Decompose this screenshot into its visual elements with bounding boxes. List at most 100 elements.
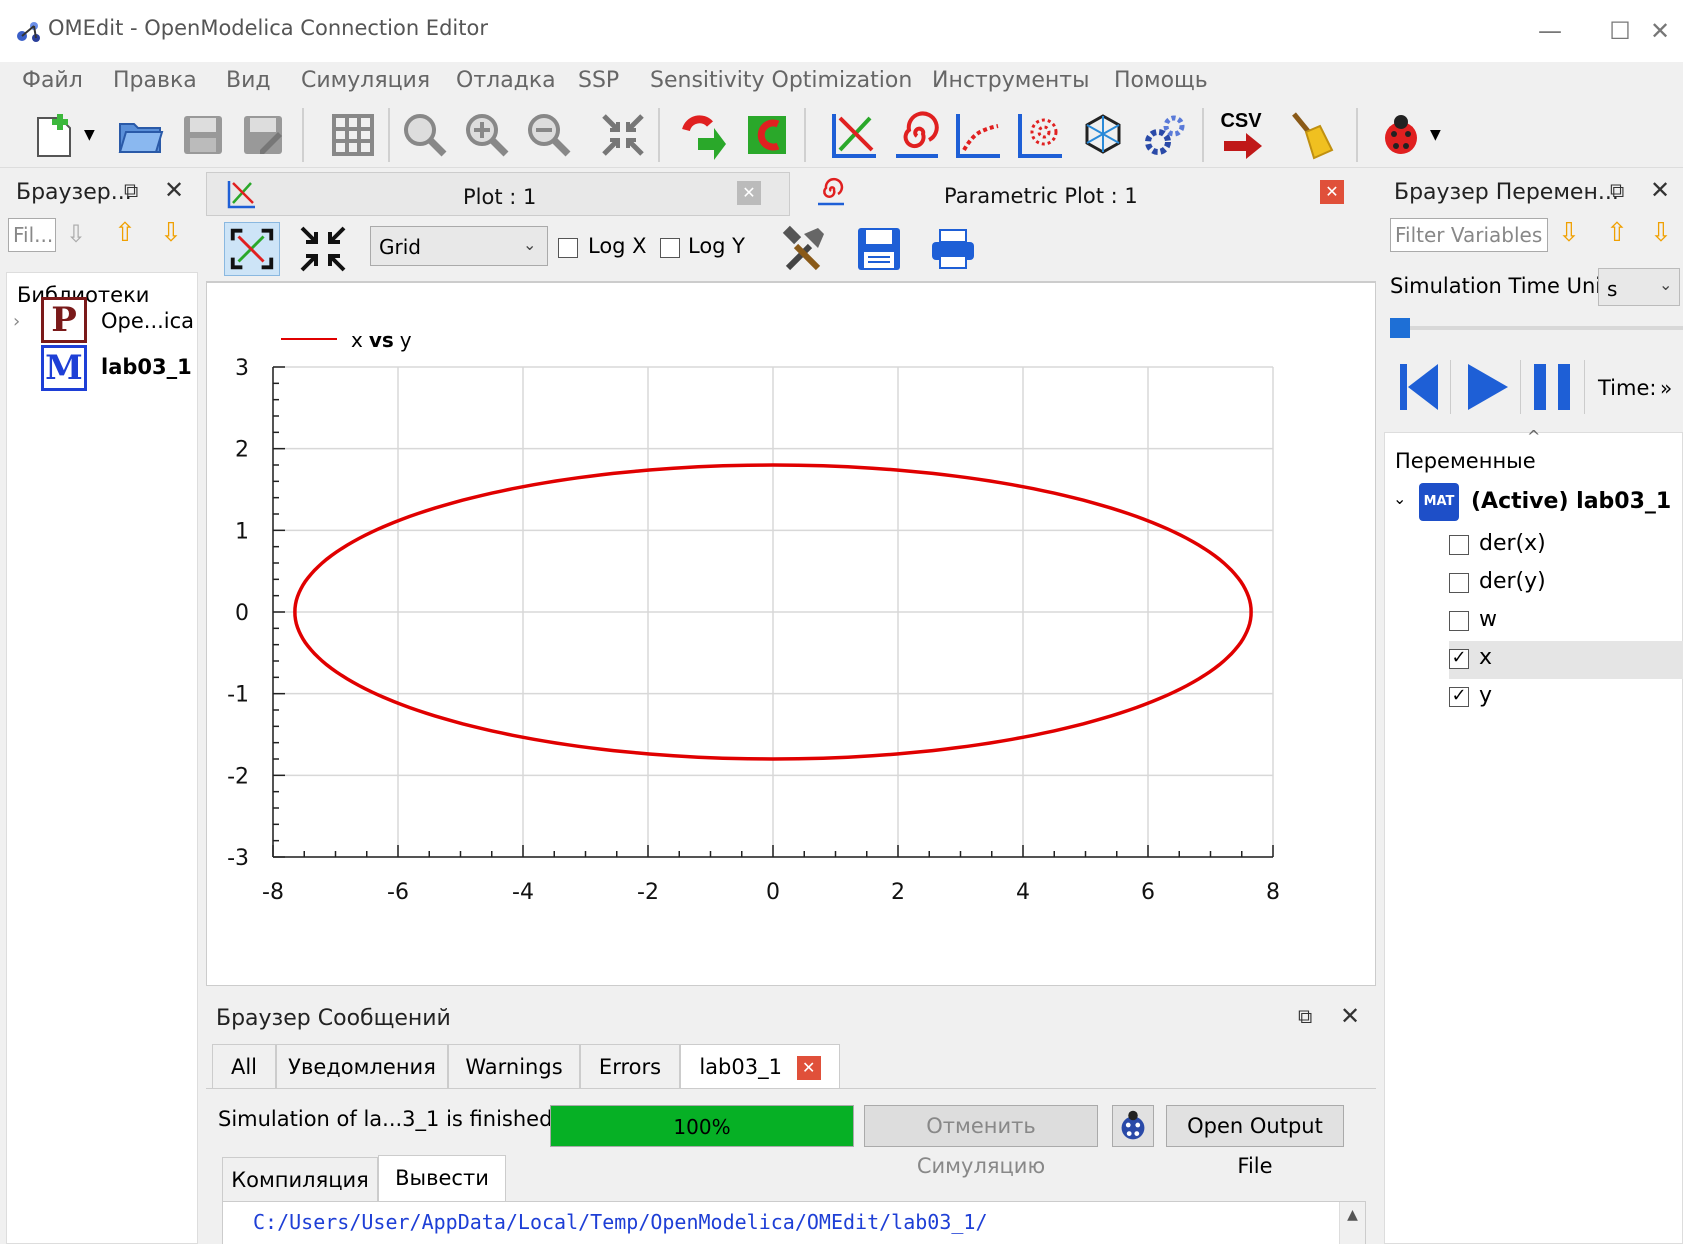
- close-window-button[interactable]: ✕: [1649, 17, 1671, 45]
- debugger-icon[interactable]: [1112, 1105, 1154, 1147]
- plot-area[interactable]: x vs y -8 -6 -4 -2 0 2 4 6 8 3 2 1 0 -1 -2 -3: [206, 282, 1376, 986]
- debugger-icon[interactable]: [1376, 110, 1426, 160]
- new-file-icon[interactable]: [30, 110, 80, 160]
- library-item-label[interactable]: lab03_1: [101, 355, 192, 379]
- sort-ascending-icon[interactable]: ⇧: [1606, 218, 1628, 248]
- rewind-icon[interactable]: [1398, 362, 1440, 412]
- parametric-plot-icon[interactable]: [892, 110, 942, 160]
- close-tab-icon[interactable]: ✕: [796, 1056, 821, 1080]
- minimize-button[interactable]: —: [1538, 17, 1562, 45]
- array-plot-icon[interactable]: [954, 110, 1004, 160]
- menu-view[interactable]: Вид: [226, 68, 271, 93]
- float-icon[interactable]: ⧉: [1610, 178, 1625, 202]
- scroll-up-icon[interactable]: ▲: [1339, 1202, 1365, 1244]
- save-icon[interactable]: [178, 110, 228, 160]
- cancel-simulation-button[interactable]: Отменить Симуляцию: [864, 1105, 1098, 1178]
- close-icon[interactable]: ✕: [1650, 176, 1671, 204]
- y-tick-label: -3: [227, 846, 249, 871]
- menu-simulation[interactable]: Симуляция: [301, 68, 431, 93]
- time-unit-select[interactable]: s ⌄: [1598, 268, 1680, 306]
- sort-icon[interactable]: ⇩: [1558, 218, 1580, 248]
- collapse-chevron-icon[interactable]: ⌄: [1393, 489, 1407, 508]
- sort-descending-icon[interactable]: ⇩: [160, 218, 182, 248]
- zoom-icon[interactable]: [400, 110, 450, 160]
- separator: [1450, 360, 1451, 414]
- pause-icon[interactable]: [1532, 362, 1574, 412]
- variables-filter-input[interactable]: Filter Variables: [1390, 218, 1548, 252]
- simulate-icon[interactable]: [680, 110, 730, 160]
- plot-icon[interactable]: [830, 110, 880, 160]
- time-slider-handle[interactable]: [1390, 318, 1410, 338]
- menu-debug[interactable]: Отладка: [456, 68, 556, 93]
- variable-checkbox-checked[interactable]: ✓: [1449, 649, 1469, 669]
- parametric-chart[interactable]: x vs y -8 -6 -4 -2 0 2 4 6 8 3 2 1 0 -1 -2 -3: [207, 283, 1375, 985]
- float-icon[interactable]: ⧉: [1298, 1004, 1313, 1028]
- float-icon[interactable]: ⧉: [124, 178, 139, 202]
- maximize-button[interactable]: ☐: [1609, 17, 1631, 45]
- active-model-label[interactable]: (Active) lab03_1: [1471, 489, 1672, 514]
- log-y-checkbox[interactable]: [660, 238, 680, 258]
- fit-icon[interactable]: [298, 224, 348, 274]
- close-icon[interactable]: ✕: [164, 176, 185, 204]
- new-file-dropdown-icon[interactable]: ▼: [84, 127, 95, 143]
- tab-all[interactable]: All: [212, 1044, 276, 1088]
- clear-icon[interactable]: [1286, 110, 1336, 160]
- time-slider-track[interactable]: [1390, 326, 1683, 330]
- tab-parametric-plot[interactable]: Parametric Plot : 1 ✕: [790, 172, 1376, 216]
- variable-checkbox[interactable]: [1449, 573, 1469, 593]
- expand-chevron-icon[interactable]: ›: [13, 311, 21, 332]
- tab-plot[interactable]: Plot : 1 ✕: [206, 172, 790, 216]
- variable-row-der-x[interactable]: der(x): [1449, 527, 1683, 565]
- sort-descending-icon[interactable]: ⇩: [1650, 218, 1672, 248]
- variable-row-y[interactable]: ✓ y: [1449, 679, 1683, 717]
- tab-errors[interactable]: Errors: [580, 1044, 680, 1088]
- menu-edit[interactable]: Правка: [113, 68, 197, 93]
- grid-icon[interactable]: [328, 110, 378, 160]
- print-icon[interactable]: [928, 224, 978, 274]
- sort-icon[interactable]: ⇩: [66, 220, 87, 248]
- library-item-label[interactable]: Ope...ica: [101, 309, 195, 333]
- close-tab-icon[interactable]: ✕: [737, 181, 761, 205]
- tab-lab03-1[interactable]: lab03_1 ✕: [680, 1044, 840, 1090]
- tab-output[interactable]: Вывести: [378, 1155, 506, 1201]
- tab-warnings[interactable]: Warnings: [448, 1044, 580, 1088]
- zoom-in-icon[interactable]: [462, 110, 512, 160]
- fit-in-view-icon[interactable]: [224, 222, 280, 276]
- variable-row-x[interactable]: ✓ x: [1449, 641, 1683, 679]
- menu-help[interactable]: Помощь: [1114, 68, 1208, 93]
- 3d-view-icon[interactable]: [1078, 110, 1128, 160]
- output-text-area[interactable]: C:/Users/User/AppData/Local/Temp/OpenMod…: [222, 1201, 1366, 1244]
- simulation-setup-icon[interactable]: [742, 110, 792, 160]
- more-icon[interactable]: »: [1660, 376, 1673, 400]
- save-plot-icon[interactable]: [854, 224, 904, 274]
- variable-checkbox-checked[interactable]: ✓: [1449, 687, 1469, 707]
- debugger-dropdown-icon[interactable]: ▼: [1430, 127, 1441, 143]
- variable-row-w[interactable]: w: [1449, 603, 1683, 641]
- menu-tools[interactable]: Инструменты: [932, 68, 1090, 93]
- tab-compilation[interactable]: Компиляция: [222, 1157, 378, 1201]
- settings-icon[interactable]: [1140, 110, 1190, 160]
- output-path-link[interactable]: C:/Users/User/AppData/Local/Temp/OpenMod…: [253, 1210, 988, 1234]
- zoom-out-icon[interactable]: [524, 110, 574, 160]
- menu-ssp[interactable]: SSP: [578, 68, 620, 93]
- menu-file[interactable]: Файл: [22, 68, 83, 93]
- log-x-checkbox[interactable]: [558, 238, 578, 258]
- open-folder-icon[interactable]: [116, 110, 166, 160]
- fit-icon[interactable]: [598, 110, 648, 160]
- menu-sensitivity[interactable]: Sensitivity Optimization: [650, 68, 913, 93]
- setup-tools-icon[interactable]: [778, 224, 828, 274]
- tab-notifications[interactable]: Уведомления: [276, 1044, 448, 1088]
- array-parametric-icon[interactable]: [1016, 110, 1066, 160]
- close-tab-icon[interactable]: ✕: [1320, 180, 1344, 204]
- play-icon[interactable]: [1466, 362, 1510, 412]
- grid-select[interactable]: Grid ⌄: [370, 226, 548, 266]
- variable-checkbox[interactable]: [1449, 611, 1469, 631]
- sort-ascending-icon[interactable]: ⇧: [114, 218, 136, 248]
- close-icon[interactable]: ✕: [1340, 1002, 1361, 1030]
- save-as-icon[interactable]: [238, 110, 288, 160]
- open-output-file-button[interactable]: Open Output File: [1166, 1105, 1344, 1178]
- variable-checkbox[interactable]: [1449, 535, 1469, 555]
- export-csv-icon[interactable]: CSV: [1216, 110, 1266, 160]
- variable-row-der-y[interactable]: der(y): [1449, 565, 1683, 603]
- library-filter-input[interactable]: Fil...: [8, 218, 56, 252]
